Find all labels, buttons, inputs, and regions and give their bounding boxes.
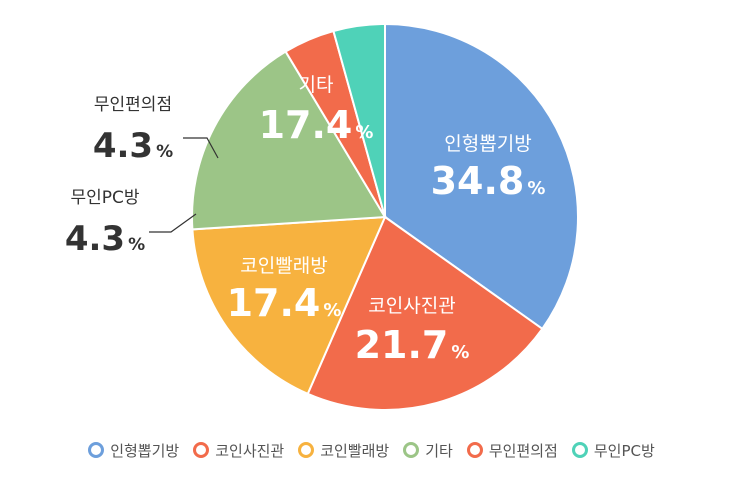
legend-item-laundromat: 코인빨래방 xyxy=(298,440,389,461)
leader-line-convenience-store xyxy=(183,137,219,159)
legend-label: 무인편의점 xyxy=(488,441,558,460)
legend-item-doll-crane: 인형뽑기방 xyxy=(88,440,179,461)
legend-dot-icon xyxy=(298,442,315,458)
chart-legend: 인형뽑기방 코인사진관 코인빨래방 기타 무인편의점 무인PC방 xyxy=(0,436,743,464)
legend-dot-icon xyxy=(88,442,105,458)
slice-label-laundromat: 코인빨래방 xyxy=(240,255,327,277)
slice-value-convenience-store: 4.3% xyxy=(93,126,173,166)
pie-slice-photo-booth xyxy=(306,215,544,411)
slice-label-other: 기타 xyxy=(299,74,334,96)
legend-dot-icon xyxy=(403,442,420,458)
slice-value-other: 17.4% xyxy=(259,103,374,147)
pie-slice-pc-room xyxy=(332,22,386,218)
slice-value-photo-booth: 21.7% xyxy=(355,323,470,367)
slice-label-doll-crane: 인형뽑기방 xyxy=(444,133,531,155)
slice-label-convenience-store: 무인편의점 xyxy=(94,95,172,115)
legend-item-pc-room: 무인PC방 xyxy=(571,440,655,461)
legend-label: 인형뽑기방 xyxy=(110,441,180,460)
slice-value-laundromat: 17.4% xyxy=(227,281,342,325)
legend-item-other: 기타 xyxy=(403,440,453,461)
legend-dot-icon xyxy=(571,442,588,458)
slice-label-photo-booth: 코인사진관 xyxy=(368,295,455,317)
slice-value-pc-room: 4.3% xyxy=(65,219,145,259)
legend-label: 코인사진관 xyxy=(215,441,285,460)
leader-line-pc-room xyxy=(149,213,197,233)
legend-item-photo-booth: 코인사진관 xyxy=(193,440,284,461)
legend-label: 코인빨래방 xyxy=(320,441,390,460)
slice-value-doll-crane: 34.8% xyxy=(431,159,546,203)
legend-item-convenience-store: 무인편의점 xyxy=(466,440,558,461)
legend-label: 기타 xyxy=(425,441,453,460)
legend-label: 무인PC방 xyxy=(593,441,655,460)
pie-slice-doll-crane xyxy=(384,22,579,331)
pie-svg: 인형뽑기방 34.8 % 코인사진관 21.7 % 코인빨래방 17.4 % 기타 17.4 % 무인편… xyxy=(65,22,579,411)
pie-slice-laundromat xyxy=(191,215,387,396)
legend-dot-icon xyxy=(193,442,210,458)
pie-slice-other xyxy=(191,50,387,231)
slice-label-pc-room: 무인PC방 xyxy=(70,188,139,208)
legend-dot-icon xyxy=(466,442,483,458)
